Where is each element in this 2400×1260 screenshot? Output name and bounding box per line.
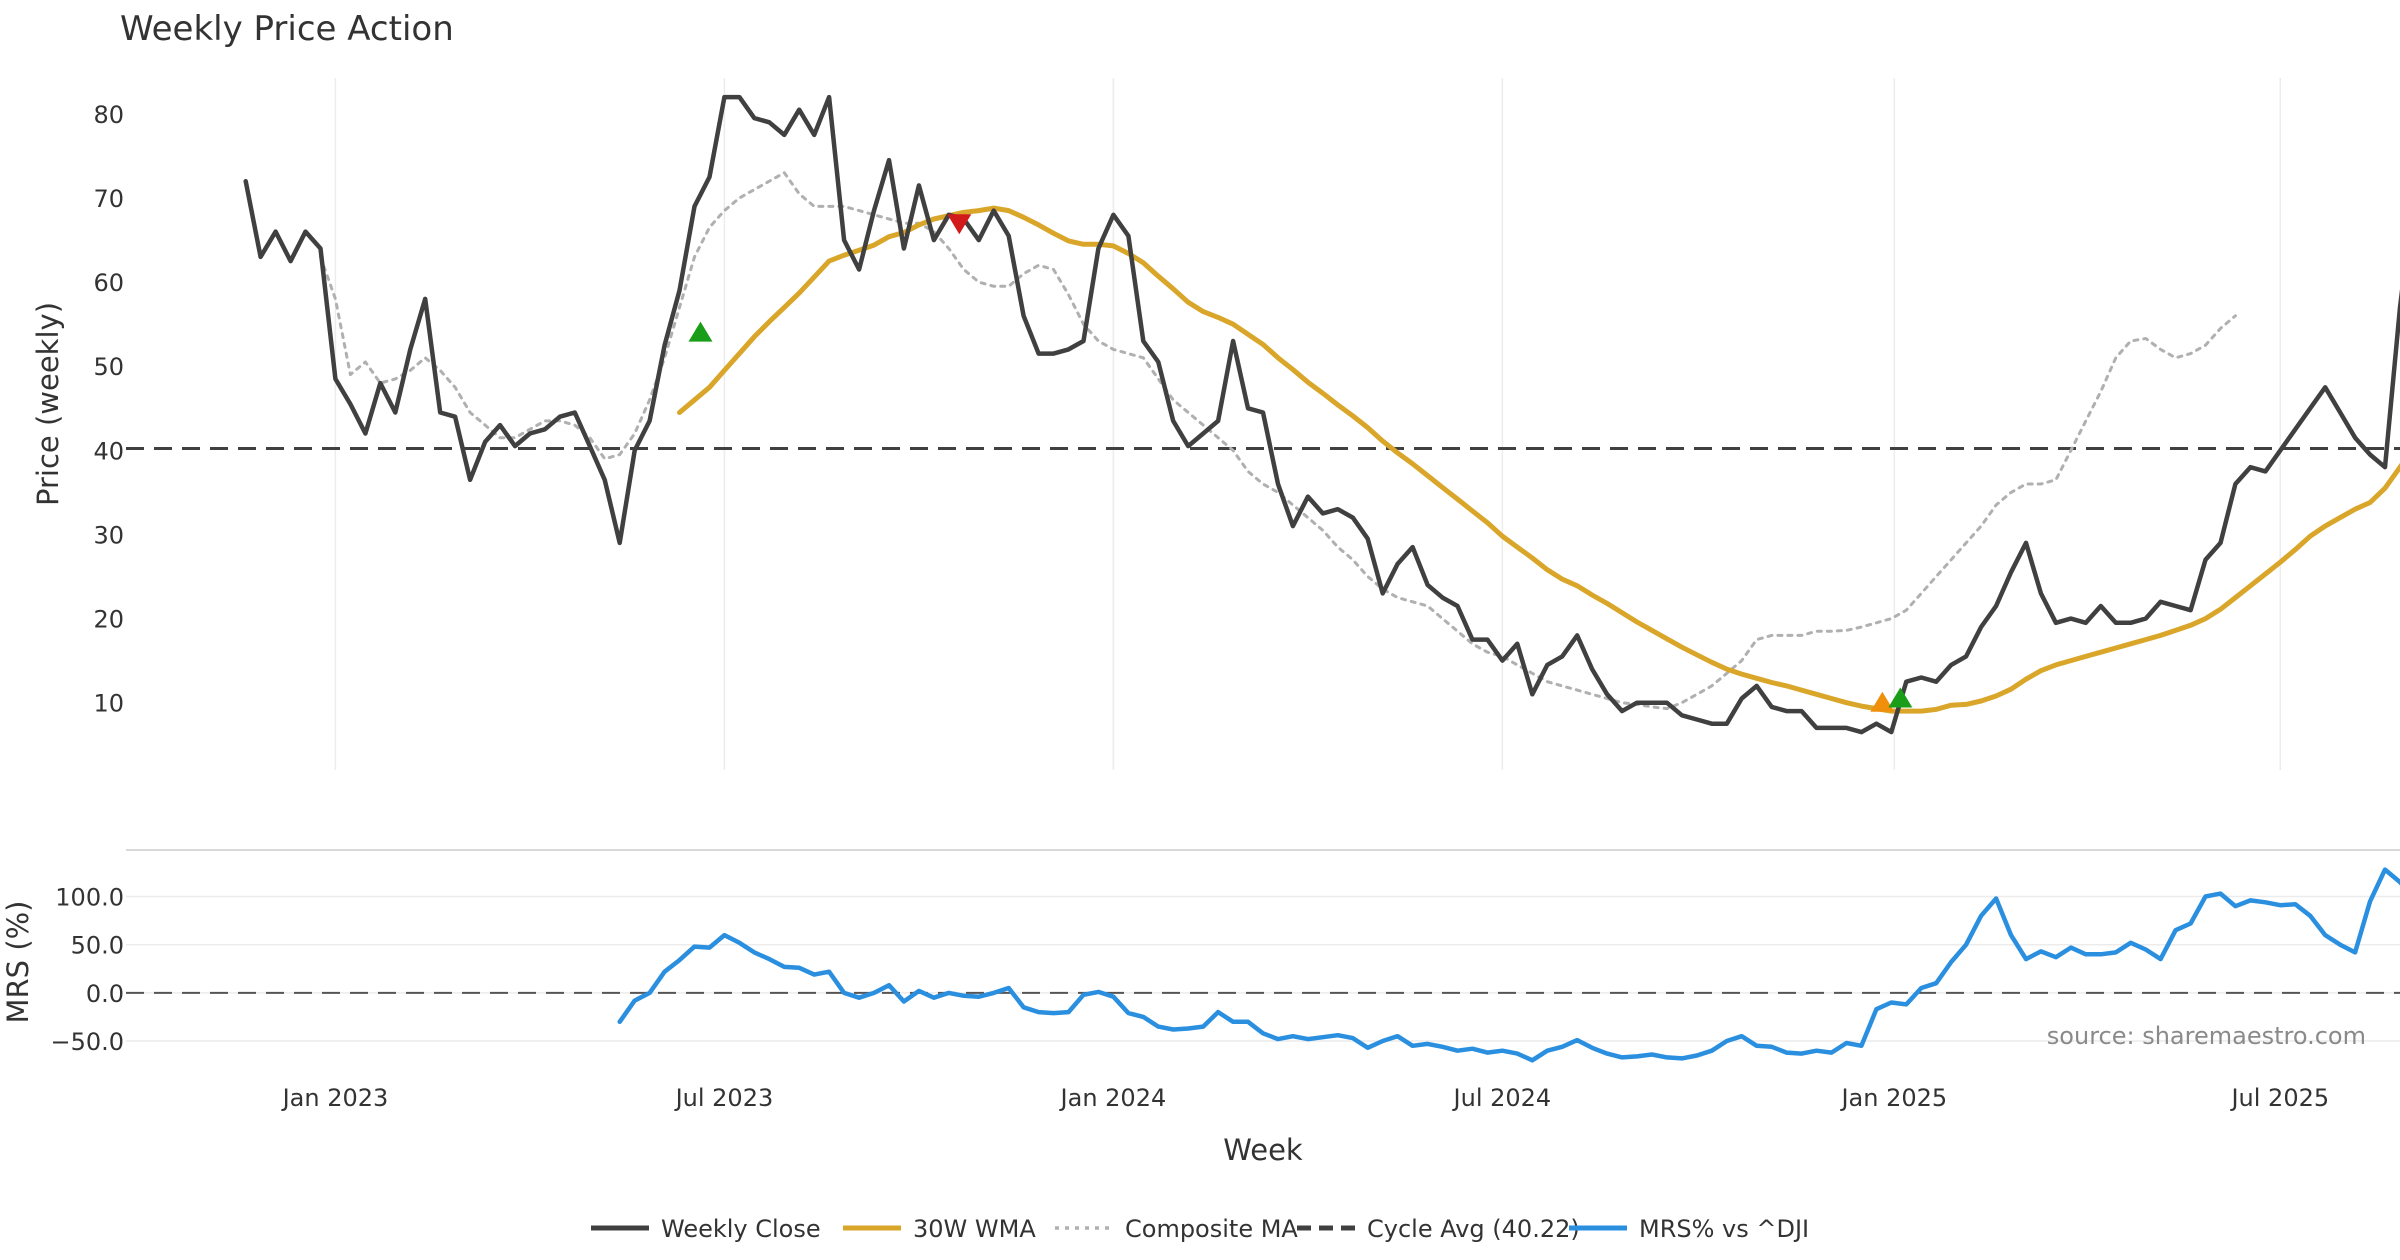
price-y-tick-label: 30 bbox=[93, 521, 124, 549]
legend-label: Weekly Close bbox=[661, 1215, 821, 1243]
buy-signal-marker bbox=[1870, 691, 1895, 712]
buy-signal-marker bbox=[1888, 687, 1913, 708]
legend: Weekly Close 30W WMA Composite MA Cycle Avg… bbox=[591, 1215, 1809, 1243]
x-tick-label: Jan 2025 bbox=[1839, 1084, 1947, 1112]
mrs-y-tick-label: 50.0 bbox=[71, 932, 124, 960]
x-tick-label: Jul 2024 bbox=[1452, 1084, 1552, 1112]
x-ticks: Jan 2023 Jul 2023 Jan 2024 Jul 2024 Jan 2025… bbox=[281, 1084, 2330, 1112]
30w-wma-line bbox=[677, 205, 2400, 714]
price-y-tick-label: 20 bbox=[93, 606, 124, 634]
price-y-tick-label: 50 bbox=[93, 353, 124, 381]
price-y-tick-label: 40 bbox=[93, 437, 124, 465]
price-series bbox=[243, 94, 2400, 735]
x-tick-label: Jul 2025 bbox=[2229, 1084, 2329, 1112]
legend-label: Cycle Avg (40.22) bbox=[1367, 1215, 1580, 1243]
x-tick-label: Jan 2024 bbox=[1059, 1084, 1167, 1112]
price-y-tick-label: 10 bbox=[93, 690, 124, 718]
legend-label: Composite MA bbox=[1125, 1215, 1298, 1243]
price-y-tick-label: 60 bbox=[93, 269, 124, 297]
mrs-y-tick-label: −50.0 bbox=[50, 1028, 124, 1056]
x-tick-label: Jul 2023 bbox=[674, 1084, 774, 1112]
mrs-y-tick-label: 100.0 bbox=[55, 884, 124, 912]
signal-markers bbox=[688, 214, 1913, 712]
x-tick-label: Jan 2023 bbox=[281, 1084, 389, 1112]
mrs-series bbox=[617, 867, 2400, 1063]
price-y-ticks: 10 20 30 40 50 60 70 80 bbox=[93, 101, 124, 718]
source-note: source: sharemaestro.com bbox=[2047, 1022, 2366, 1050]
price-y-tick-label: 70 bbox=[93, 185, 124, 213]
buy-signal-marker bbox=[688, 321, 713, 342]
sell-signal-marker bbox=[947, 214, 972, 235]
price-panel-gridlines bbox=[334, 78, 2282, 770]
legend-label: 30W WMA bbox=[913, 1215, 1036, 1243]
mrs-y-tick-label: 0.0 bbox=[86, 980, 124, 1008]
mrs-y-axis-label: MRS (%) bbox=[1, 901, 35, 1024]
legend-label: MRS% vs ^DJI bbox=[1639, 1215, 1809, 1243]
price-y-axis-label: Price (weekly) bbox=[31, 302, 65, 506]
x-axis-label: Week bbox=[1223, 1133, 1303, 1167]
weekly-close-line bbox=[243, 94, 2400, 735]
chart-title: Weekly Price Action bbox=[120, 9, 454, 49]
mrs-line bbox=[617, 867, 2400, 1063]
price-y-tick-label: 80 bbox=[93, 101, 124, 129]
composite-ma-line bbox=[319, 171, 2237, 711]
mrs-y-ticks: 100.0 50.0 0.0 −50.0 bbox=[50, 884, 124, 1056]
